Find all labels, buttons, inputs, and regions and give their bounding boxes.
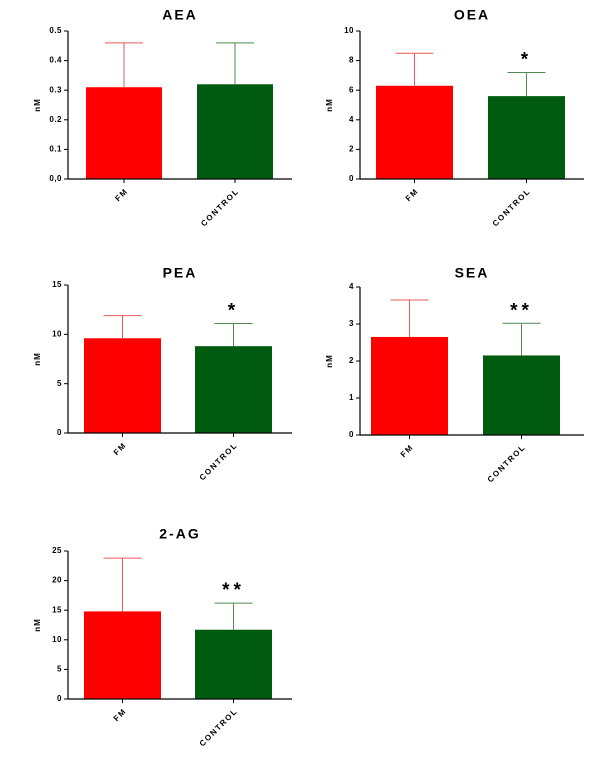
y-tick-label: 4 xyxy=(349,282,354,291)
category-label-control: CONTROL xyxy=(198,707,240,749)
y-tick-label: 0.3 xyxy=(49,85,62,94)
chart-panel-pea: PEA nM FM * CONTROL 0 5 10 15 xyxy=(33,265,292,483)
chart-panel-aea: AEA nM FM CONTROL 0,0 0.1 0.2 0.3 0.4 0.5 xyxy=(33,7,292,229)
category-label-fm: FM xyxy=(404,187,421,204)
chart-panel-sea: SEA nM FM ** CONTROL 0 1 2 3 4 xyxy=(325,265,584,485)
y-tick-label: 10 xyxy=(52,329,62,338)
y-tick-label: 2 xyxy=(349,145,354,154)
y-axis-label: nM xyxy=(33,352,42,366)
chart-title: SEA xyxy=(455,265,490,281)
y-tick-label: 0 xyxy=(57,428,62,437)
y-tick-label: 8 xyxy=(349,56,354,65)
y-tick-label: 0 xyxy=(57,694,62,703)
y-tick-label: 5 xyxy=(57,379,62,388)
y-tick-label: 0 xyxy=(349,430,354,439)
y-axis-label: nM xyxy=(325,354,334,368)
y-tick-label: 15 xyxy=(52,280,62,289)
y-tick-label: 10 xyxy=(344,26,354,35)
category-label-fm: FM xyxy=(112,441,129,458)
significance-marker: ** xyxy=(222,580,245,601)
y-tick-label: 2 xyxy=(349,356,354,365)
y-tick-label: 0.2 xyxy=(49,115,62,124)
category-label-control: CONTROL xyxy=(491,187,533,229)
category-label-fm: FM xyxy=(112,707,129,724)
chart-panel-2-ag: 2-AG nM FM ** CONTROL 0 5 10 15 20 25 xyxy=(33,526,292,749)
bar-fm xyxy=(376,85,453,179)
y-tick-label: 0 xyxy=(349,174,354,183)
y-tick-label: 20 xyxy=(52,576,62,585)
bar-control xyxy=(488,96,565,179)
y-tick-label: 0.5 xyxy=(49,26,62,35)
bar-control xyxy=(483,355,560,435)
bar-control xyxy=(197,84,273,179)
y-axis-label: nM xyxy=(33,618,42,632)
category-label-control: CONTROL xyxy=(199,187,241,229)
y-tick-label: 3 xyxy=(349,319,354,328)
y-tick-label: 25 xyxy=(52,546,62,555)
significance-marker: * xyxy=(228,300,239,321)
bar-fm xyxy=(86,87,162,179)
category-label-fm: FM xyxy=(399,443,416,460)
y-tick-label: 5 xyxy=(57,665,62,674)
significance-marker: ** xyxy=(510,300,533,321)
bar-control xyxy=(195,629,272,699)
y-axis-label: nM xyxy=(325,98,334,112)
y-tick-label: 10 xyxy=(52,635,62,644)
chart-panel-oea: OEA nM FM * CONTROL 0 2 4 6 8 10 xyxy=(325,7,584,229)
y-tick-label: 1 xyxy=(349,393,354,402)
category-label-control: CONTROL xyxy=(198,441,240,483)
significance-marker: * xyxy=(521,49,532,70)
bar-fm xyxy=(84,338,161,433)
bar-fm xyxy=(84,611,161,699)
y-tick-label: 0.1 xyxy=(49,145,62,154)
y-tick-label: 4 xyxy=(349,115,354,124)
chart-title: OEA xyxy=(454,7,490,23)
chart-title: AEA xyxy=(162,7,198,23)
category-label-fm: FM xyxy=(113,187,130,204)
y-tick-label: 0,0 xyxy=(49,174,62,183)
bar-control xyxy=(195,346,272,433)
chart-title: PEA xyxy=(163,265,198,281)
category-label-control: CONTROL xyxy=(486,443,528,485)
y-axis-label: nM xyxy=(33,98,42,112)
bar-fm xyxy=(371,336,448,435)
y-tick-label: 15 xyxy=(52,605,62,614)
y-tick-label: 0.4 xyxy=(49,56,62,65)
chart-title: 2-AG xyxy=(159,526,200,542)
y-tick-label: 6 xyxy=(349,85,354,94)
